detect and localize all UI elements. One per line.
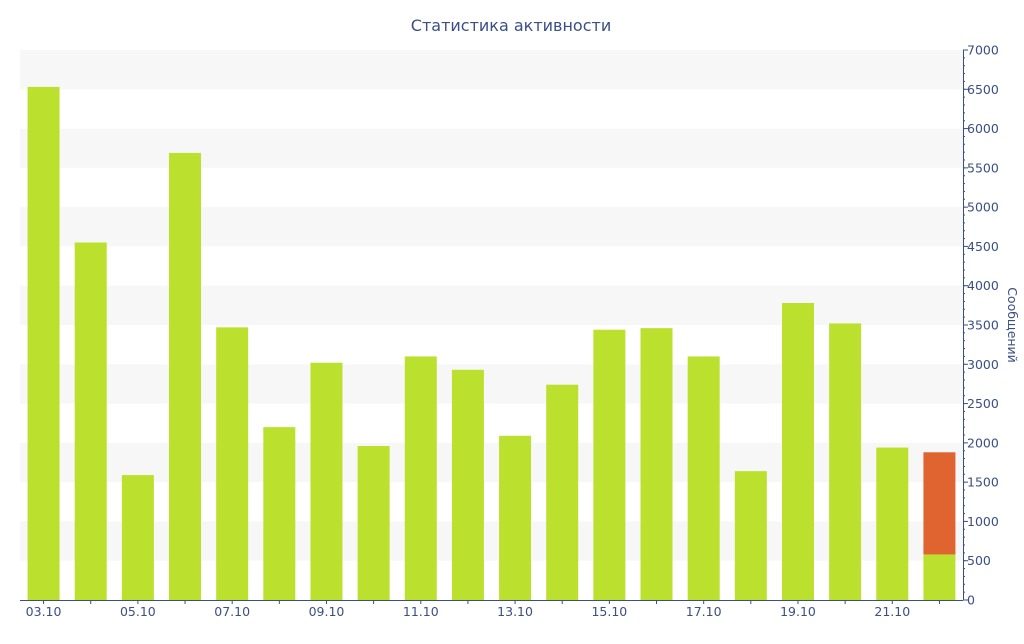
y-axis-label: Сообщений	[1005, 287, 1020, 363]
y-axis: 0 500 1000 1500 2000 2500 3000 3500 4000 4500 5000…	[963, 43, 999, 608]
bar-09.10[interactable]	[310, 362, 343, 600]
y-tick-label: 6500	[967, 82, 999, 97]
y-tick-label: 5000	[967, 200, 999, 215]
y-tick-label: 6000	[967, 121, 999, 136]
bar-08.10[interactable]	[263, 427, 296, 600]
y-tick-label: 7000	[967, 43, 999, 58]
y-tick-label: 0	[967, 593, 975, 608]
grid-band	[20, 50, 963, 90]
bar-07.10[interactable]	[216, 327, 249, 600]
bars	[27, 86, 956, 601]
x-tick-label: 21.10	[874, 604, 910, 619]
chart-title: Статистика активности	[411, 16, 611, 35]
bar-19.10[interactable]	[781, 303, 814, 600]
y-tick-label: 4500	[967, 239, 999, 254]
y-tick-label: 5500	[967, 160, 999, 175]
bar-11.10[interactable]	[404, 356, 437, 600]
bar-16.10[interactable]	[640, 328, 673, 600]
y-tick-label: 1500	[967, 475, 999, 490]
bar-21.10[interactable]	[876, 447, 909, 600]
bar-20.10[interactable]	[829, 323, 862, 600]
bar-06.10[interactable]	[169, 152, 202, 600]
x-tick-label: 03.10	[26, 604, 62, 619]
grid-band	[20, 442, 963, 483]
y-tick-label: 4000	[967, 278, 999, 293]
x-tick-label: 19.10	[780, 604, 816, 619]
bar-12.10[interactable]	[451, 369, 484, 600]
grid-band	[20, 207, 963, 247]
x-axis: 03.10 05.10 07.10 09.10 11.10 13.10 15.10 17.10…	[20, 600, 963, 619]
x-tick-label: 13.10	[497, 604, 533, 619]
bar-04.10[interactable]	[74, 242, 107, 601]
grid-band	[20, 364, 963, 404]
bar-15.10[interactable]	[593, 329, 626, 600]
x-tick-label: 05.10	[120, 604, 156, 619]
bar-10.10[interactable]	[357, 446, 390, 600]
bar-14.10[interactable]	[546, 384, 579, 600]
y-tick-label: 3500	[967, 318, 999, 333]
y-tick-label: 500	[967, 553, 991, 568]
bar-18.10[interactable]	[734, 471, 767, 600]
x-tick-label: 17.10	[686, 604, 722, 619]
grid-band	[20, 128, 963, 168]
bar-05.10[interactable]	[121, 475, 154, 600]
x-tick-label: 15.10	[591, 604, 627, 619]
grid-band	[20, 285, 963, 325]
bar-03.10[interactable]	[27, 86, 60, 600]
y-tick-label: 3000	[967, 357, 999, 372]
y-tick-label: 1000	[967, 514, 999, 529]
x-tick-label: 11.10	[403, 604, 439, 619]
y-tick-label: 2000	[967, 435, 999, 450]
bar-17.10[interactable]	[687, 356, 720, 600]
x-tick-label: 07.10	[214, 604, 250, 619]
x-tick-label: 09.10	[309, 604, 345, 619]
grid-band	[20, 521, 963, 561]
grid-bands	[20, 50, 963, 561]
bar-22.10[interactable]	[923, 554, 956, 600]
bar-13.10[interactable]	[499, 435, 532, 600]
y-tick-label: 2500	[967, 396, 999, 411]
bar-22.10-segment-1[interactable]	[923, 452, 956, 555]
